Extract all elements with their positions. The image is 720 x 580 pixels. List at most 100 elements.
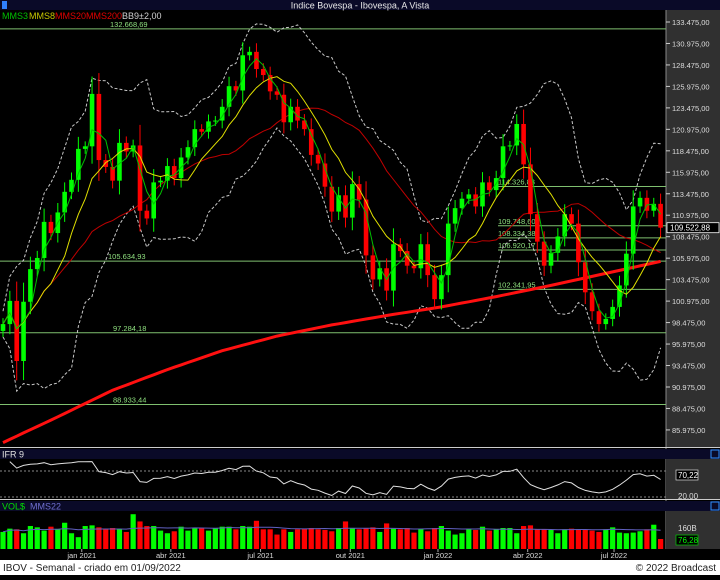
volume-bar[interactable] [562,529,568,549]
volume-bar[interactable] [130,514,136,549]
volume-bar[interactable] [349,528,355,549]
volume-bar[interactable] [157,530,164,549]
volume-bar[interactable] [164,533,170,549]
legend-mms8[interactable]: MMS8 [29,11,55,21]
volume-bar[interactable] [445,530,451,549]
candle-body[interactable] [582,262,588,293]
volume-bar[interactable] [233,529,239,549]
volume-bar[interactable] [151,526,157,549]
volume-bar[interactable] [651,524,657,549]
volume-bar[interactable] [294,529,301,549]
candle-body[interactable] [89,93,95,147]
candle-body[interactable] [0,324,6,331]
volume-bar[interactable] [75,537,81,549]
volume-bar[interactable] [137,521,143,549]
candle-body[interactable] [658,203,663,228]
volume-bar[interactable] [384,523,390,549]
candle-body[interactable] [343,195,348,218]
candle-body[interactable] [630,206,636,254]
candle-body[interactable] [240,55,246,91]
candle-body[interactable] [158,180,163,183]
candle-body[interactable] [288,106,293,123]
candle-body[interactable] [199,129,204,132]
volume-bar[interactable] [356,529,362,549]
candle-body[interactable] [452,208,458,224]
volume-bar[interactable] [644,529,650,549]
volume-bar[interactable] [493,529,499,549]
candle-body[interactable] [377,268,383,280]
volume-bar[interactable] [377,531,383,549]
candle-body[interactable] [219,106,225,121]
candle-body[interactable] [185,147,191,158]
candle-body[interactable] [247,51,252,56]
candle-body[interactable] [500,146,506,179]
volume-bar[interactable] [459,533,465,549]
volume-bar[interactable] [623,533,629,549]
candle-body[interactable] [213,120,218,122]
volume-bar[interactable] [630,532,636,549]
candle-body[interactable] [356,184,362,200]
volume-bar[interactable] [589,530,595,549]
volume-bar[interactable] [41,530,47,549]
candle-body[interactable] [603,318,609,325]
candle-body[interactable] [617,285,622,307]
candle-body[interactable] [281,94,287,123]
candle-body[interactable] [233,86,239,91]
volume-bar[interactable] [82,526,88,549]
legend-mms3[interactable]: MMS3 [2,11,28,21]
volume-bar[interactable] [171,531,177,549]
volume-bar[interactable] [103,529,109,549]
candle-body[interactable] [62,191,67,213]
volume-bar[interactable] [34,527,40,549]
volume-bar[interactable] [226,526,232,549]
volume-bar[interactable] [603,529,609,549]
volume-bar[interactable] [431,528,438,549]
candle-body[interactable] [117,142,122,181]
candle-body[interactable] [363,199,369,256]
volume-bar[interactable] [575,529,581,549]
candle-body[interactable] [274,91,280,95]
volume-bar[interactable] [116,529,123,549]
volume-bar[interactable] [89,525,95,549]
candle-body[interactable] [124,142,129,152]
price-plot[interactable]: 132.668,69114.326,83109.748,60108.334,38… [0,20,666,444]
volume-bar[interactable] [144,526,150,549]
volume-bar[interactable] [425,531,431,549]
candle-body[interactable] [336,195,341,212]
volume-bar[interactable] [0,531,6,549]
volume-bar[interactable] [68,533,75,549]
volume-bar[interactable] [48,526,54,549]
candle-body[interactable] [411,265,417,269]
candle-body[interactable] [267,75,273,92]
volume-bar[interactable] [7,528,13,549]
candle-body[interactable] [589,292,595,312]
volume-bar[interactable] [486,530,492,549]
ifr-expand-icon[interactable] [710,449,720,459]
volume-bar[interactable] [247,526,253,549]
vol-plot[interactable] [0,514,664,549]
candle-body[interactable] [192,129,198,148]
volume-bar[interactable] [205,530,212,549]
volume-bar[interactable] [466,529,472,549]
volume-bar[interactable] [178,526,184,549]
candle-body[interactable] [82,146,88,149]
volume-bar[interactable] [336,528,342,549]
volume-bar[interactable] [27,526,33,549]
volume-bar[interactable] [274,534,280,549]
candle-body[interactable] [261,69,266,76]
volume-bar[interactable] [281,529,287,549]
candle-body[interactable] [302,120,307,130]
candle-body[interactable] [651,203,657,211]
volume-bar[interactable] [212,528,218,549]
candle-body[interactable] [350,184,355,218]
volume-bar[interactable] [329,531,335,549]
volume-bar[interactable] [96,527,102,549]
candle-body[interactable] [535,214,540,242]
volume-bar[interactable] [514,533,520,549]
candle-body[interactable] [329,186,335,212]
candle-body[interactable] [596,311,602,325]
candle-body[interactable] [548,252,554,266]
candle-body[interactable] [576,223,581,263]
volume-bar[interactable] [616,532,623,549]
candle-body[interactable] [473,194,478,207]
